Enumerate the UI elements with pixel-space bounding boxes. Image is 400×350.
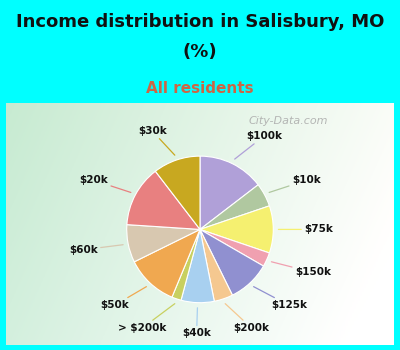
Text: $40k: $40k xyxy=(182,308,211,338)
Text: $20k: $20k xyxy=(80,175,131,192)
Text: All residents: All residents xyxy=(146,82,254,97)
Wedge shape xyxy=(200,229,269,266)
Text: > $200k: > $200k xyxy=(118,304,175,333)
Wedge shape xyxy=(200,229,232,301)
Text: City-Data.com: City-Data.com xyxy=(249,116,328,126)
Text: $30k: $30k xyxy=(138,126,175,155)
Text: $125k: $125k xyxy=(254,287,307,310)
Text: (%): (%) xyxy=(183,43,217,61)
Wedge shape xyxy=(200,229,264,295)
Text: Income distribution in Salisbury, MO: Income distribution in Salisbury, MO xyxy=(16,13,384,31)
Wedge shape xyxy=(155,156,200,229)
Wedge shape xyxy=(127,171,200,229)
Text: $200k: $200k xyxy=(225,304,270,333)
Text: $150k: $150k xyxy=(272,262,331,277)
Text: $75k: $75k xyxy=(278,224,333,234)
Wedge shape xyxy=(181,229,214,303)
Wedge shape xyxy=(200,185,269,229)
Text: $60k: $60k xyxy=(69,245,123,255)
Wedge shape xyxy=(134,229,200,297)
Wedge shape xyxy=(127,225,200,262)
Wedge shape xyxy=(200,206,273,253)
Text: $10k: $10k xyxy=(269,175,320,192)
Wedge shape xyxy=(172,229,200,300)
Wedge shape xyxy=(200,156,258,229)
Text: $50k: $50k xyxy=(100,287,146,310)
Text: $100k: $100k xyxy=(235,131,282,159)
